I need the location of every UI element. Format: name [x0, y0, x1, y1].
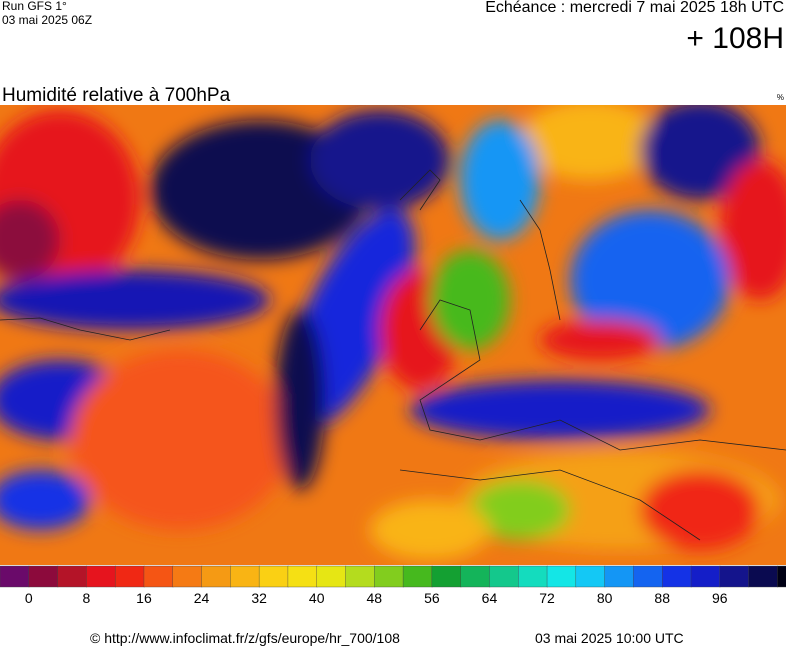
legend-swatch	[345, 565, 375, 588]
legend-swatch	[201, 565, 232, 588]
source-url: © http://www.infoclimat.fr/z/gfs/europe/…	[90, 630, 400, 646]
legend-swatch	[546, 565, 577, 588]
legend-label: 8	[82, 590, 90, 606]
map-title: Humidité relative à 700hPa	[2, 85, 231, 106]
legend-swatch	[0, 565, 30, 588]
legend-swatch	[661, 565, 692, 588]
unit: %	[777, 93, 784, 102]
legend-swatch	[604, 565, 635, 588]
legend-swatch	[86, 565, 116, 588]
legend-swatch	[748, 565, 779, 588]
legend-swatch	[230, 565, 260, 588]
legend-label: 96	[712, 590, 728, 606]
run-label: Run GFS 1°	[2, 0, 67, 13]
legend-swatch	[28, 565, 59, 588]
legend-swatch	[489, 565, 519, 588]
humidity-map	[0, 105, 786, 565]
legend-label: 32	[251, 590, 267, 606]
legend-swatch	[402, 565, 433, 588]
legend-swatch	[518, 565, 548, 588]
legend-label: 16	[136, 590, 152, 606]
legend-label: 88	[654, 590, 670, 606]
legend-label: 56	[424, 590, 440, 606]
legend-swatch	[777, 565, 786, 588]
legend-label: 48	[366, 590, 382, 606]
legend-swatch	[633, 565, 663, 588]
legend-swatch	[114, 565, 145, 588]
legend-label: 64	[482, 590, 498, 606]
legend-label: 24	[194, 590, 210, 606]
legend-swatch	[258, 565, 289, 588]
legend-swatch	[316, 565, 347, 588]
legend-label: 80	[597, 590, 613, 606]
legend-label: 72	[539, 590, 555, 606]
legend-swatch	[143, 565, 174, 588]
legend-swatch	[57, 565, 88, 588]
color-legend: 0 8 16 24 32 40 48 56 64 72 80 88 96	[0, 565, 786, 606]
echeance: Echéance : mercredi 7 mai 2025 18h UTC	[485, 0, 784, 16]
legend-swatch	[287, 565, 318, 588]
legend-swatch	[431, 565, 462, 588]
legend-swatch	[575, 565, 606, 588]
run-date: 03 mai 2025 06Z	[2, 13, 92, 27]
legend-swatch	[172, 565, 203, 588]
legend-swatch	[374, 565, 404, 588]
lead-time: + 108H	[686, 22, 784, 55]
legend-label: 40	[309, 590, 325, 606]
legend-swatch	[690, 565, 721, 588]
legend-swatch	[460, 565, 491, 588]
legend-swatch	[719, 565, 750, 588]
legend-label: 0	[25, 590, 33, 606]
issue-date: 03 mai 2025 10:00 UTC	[535, 630, 684, 646]
